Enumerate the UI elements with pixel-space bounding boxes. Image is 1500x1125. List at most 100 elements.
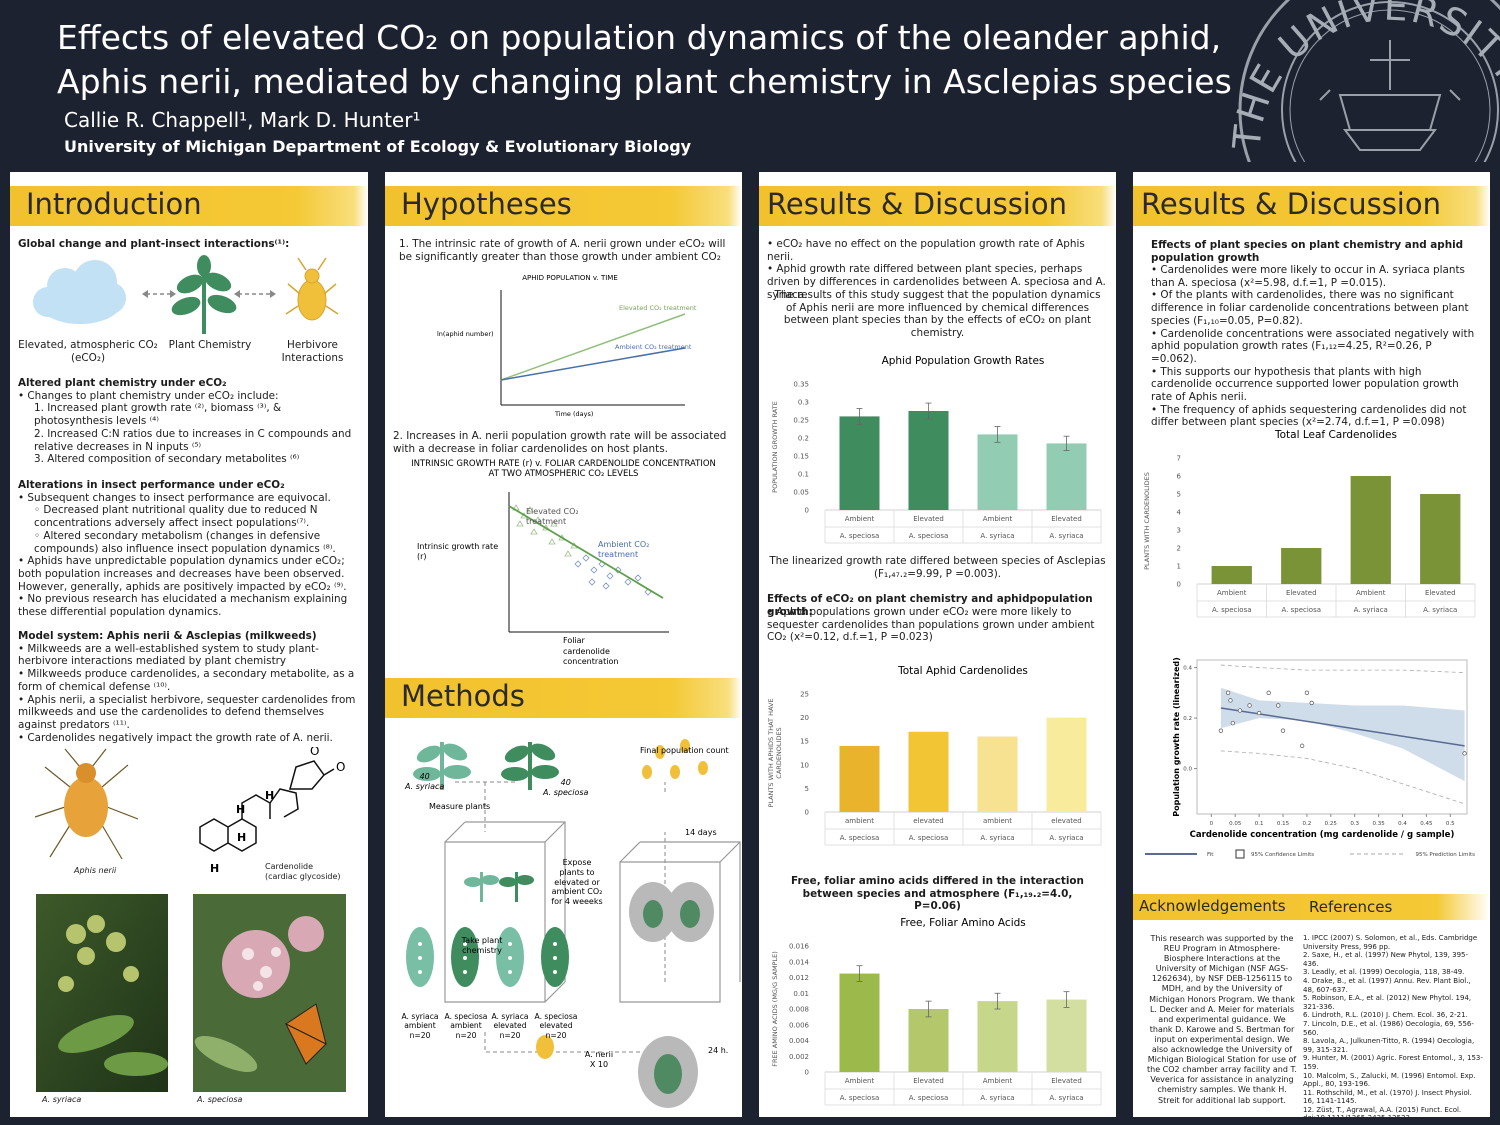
y-tick-label: 3: [1177, 527, 1181, 535]
point: [1266, 690, 1271, 695]
title-line: INTRINSIC GROWTH RATE (r) v. FOLIAR CARD…: [411, 459, 716, 469]
prediction-limit: [1220, 750, 1465, 805]
list-line: 4. Drake, B., et al. (1997) Annu. Rev. P…: [1303, 976, 1471, 994]
atom-label: O: [336, 760, 345, 774]
atom-label: H: [237, 831, 246, 844]
seal: THE UNIVERSITY OF MICHIGAN: [1220, 0, 1500, 162]
list-line: 3. Altered composition of secondary meta…: [34, 453, 300, 466]
point: [1247, 703, 1252, 708]
subheading: Effects of plant species on plant chemis…: [1151, 239, 1464, 264]
section-heading: Acknowledgements: [1139, 897, 1286, 915]
x-tick-label: 0.5: [1446, 821, 1455, 827]
y-tick-label: 0: [805, 507, 809, 515]
group-label: A. speciosa: [840, 1094, 880, 1102]
list-line: • Changes to plant chemistry under eCO₂ …: [18, 389, 279, 402]
summary: The results of this study suggest that t…: [774, 289, 1101, 340]
list-line: 5. Robinson, E.A., et al. (2012) New Phy…: [1303, 994, 1472, 1011]
list-line: • Aphis nerii, a specialist herbivore, s…: [18, 693, 356, 731]
list-line: 9. Hunter, M. (2001) Agric. Forest Entom…: [1303, 1054, 1483, 1071]
bar: [1046, 717, 1087, 812]
bar: [1281, 548, 1322, 584]
caption: A. syriaca: [42, 1095, 82, 1104]
y-tick-label: 5: [805, 785, 809, 793]
icon-label: Herbivore Interactions: [281, 339, 344, 364]
list-line: 12. Züst, T., Agrawal, A.A. (2015) Funct…: [1303, 1105, 1462, 1117]
atom-label: H: [265, 789, 274, 802]
caption: Aphis nerii: [74, 866, 117, 875]
y-tick-label: 0.1: [798, 471, 809, 479]
y-axis-label: FREE AMINO ACIDS (MG/G SAMPLE): [771, 951, 779, 1067]
x-tick-label: elevated: [1051, 817, 1082, 825]
error-bar: [856, 965, 863, 982]
list-line: • Cardenolide concentrations were associ…: [1151, 327, 1475, 365]
list-line: • Of the plants with cardenolides, there…: [1151, 289, 1469, 327]
x-tick-label: 0.35: [1372, 821, 1385, 827]
error-bar: [856, 408, 863, 425]
leaf-label: A. syriaca ambient n=20: [401, 1012, 439, 1040]
group-label: A. speciosa: [840, 532, 880, 540]
section-band: Results & Discussion: [1133, 186, 1490, 226]
diagram-title: INTRINSIC GROWTH RATE (r) v. FOLIAR CARD…: [385, 459, 742, 479]
y-tick-label: 1: [1177, 563, 1181, 571]
list-line: ◦ Decreased plant nutritional quality du…: [34, 504, 318, 530]
icon-label: Elevated, atmospheric CO₂ (eCO₂): [18, 339, 158, 364]
point: [1225, 690, 1231, 695]
point: [1309, 700, 1314, 706]
diagram-axis-label: ln(aphid number): [437, 330, 494, 338]
y-tick-label: 0.2: [1183, 716, 1192, 722]
point: [1299, 743, 1305, 748]
atom-label: H: [210, 862, 219, 875]
block-heading: Alterations in insect performance under …: [18, 479, 285, 491]
introduction-panel: Introduction Global change and plant-ins…: [10, 172, 368, 1117]
group-label: A. speciosa: [909, 1094, 949, 1102]
results-panel: Results & Discussion Effects of plant sp…: [1133, 172, 1490, 1117]
bar: [977, 736, 1018, 812]
diagram: [508, 492, 669, 633]
fit-line: [1220, 707, 1465, 747]
y-tick-label: 0.05: [793, 489, 809, 497]
chart-note: Free, foliar amino acids differed in the…: [791, 875, 1084, 913]
diagram-axis-label: Intrinsic growth rate (r): [417, 542, 499, 561]
x-tick-label: 0.1: [1255, 821, 1264, 827]
x-tick-label: elevated: [913, 817, 944, 825]
bar: [908, 1009, 949, 1072]
point: [1304, 690, 1310, 695]
chart: Free, Foliar Amino Acids 0 0.002 0.004 0.006…: [763, 912, 1111, 1116]
line-list: • Changes to plant chemistry under eCO₂ …: [18, 390, 358, 466]
y-tick-label: 0: [1177, 581, 1181, 589]
list-line: • Aphid growth rate differed between pla…: [767, 263, 1106, 301]
point: [1230, 720, 1235, 726]
prediction-limit: [1220, 664, 1465, 674]
point: [1237, 708, 1243, 713]
list-line: 1. IPCC (2007) S. Solomon, et al., Eds. …: [1303, 934, 1478, 951]
x-tick-label: Ambient: [983, 515, 1013, 523]
y-tick-label: 4: [1177, 509, 1182, 517]
chart-svg: 0 0.05 0.1 0.15 0.2 0.25 0.3 0.35 0.4 0.45 0.5 0.0 0…: [1145, 657, 1475, 859]
concept-icons: [33, 255, 339, 334]
section-band: Hypotheses: [385, 186, 742, 226]
list-line: • Subsequent changes to insect performan…: [18, 491, 331, 504]
group-label: A. speciosa: [840, 834, 880, 842]
x-tick-label: Elevated: [1051, 1077, 1082, 1085]
bar: [1046, 999, 1087, 1072]
y-tick-label: 0.002: [789, 1053, 809, 1061]
x-tick-label: Elevated: [1286, 589, 1317, 597]
plot-frame: [1196, 659, 1468, 815]
x-tick-label: Elevated: [913, 515, 944, 523]
section-heading: Introduction: [26, 187, 202, 221]
group-label: A. syriaca: [980, 834, 1014, 842]
list-line: • This supports our hypothesis that plan…: [1151, 365, 1459, 404]
y-tick-label: 20: [800, 714, 809, 722]
chart-svg: Total Aphid Cardenolides 0 5 10 15 20 25 PLANTS…: [767, 665, 1102, 846]
y-tick-label: 10: [800, 761, 809, 769]
chart-title: Total Aphid Cardenolides: [897, 665, 1028, 677]
results-panel: Results & Discussion • eCO₂ have no effe…: [759, 172, 1116, 1117]
line-list: • Milkweeds are a well-established syste…: [18, 643, 360, 745]
x-tick-label: Ambient: [845, 515, 875, 523]
text-block: Model system: Aphis nerii & Asclepias (m…: [18, 630, 360, 744]
group-label: A. syriaca: [1049, 834, 1083, 842]
list-line: • Milkweeds are a well-established syste…: [18, 642, 319, 668]
x-tick-label: 0.2: [1303, 821, 1312, 827]
chart-svg: Total Leaf Cardenolides 0 1 2 3 4 5 6 7 PLANTS WI…: [1143, 429, 1476, 618]
